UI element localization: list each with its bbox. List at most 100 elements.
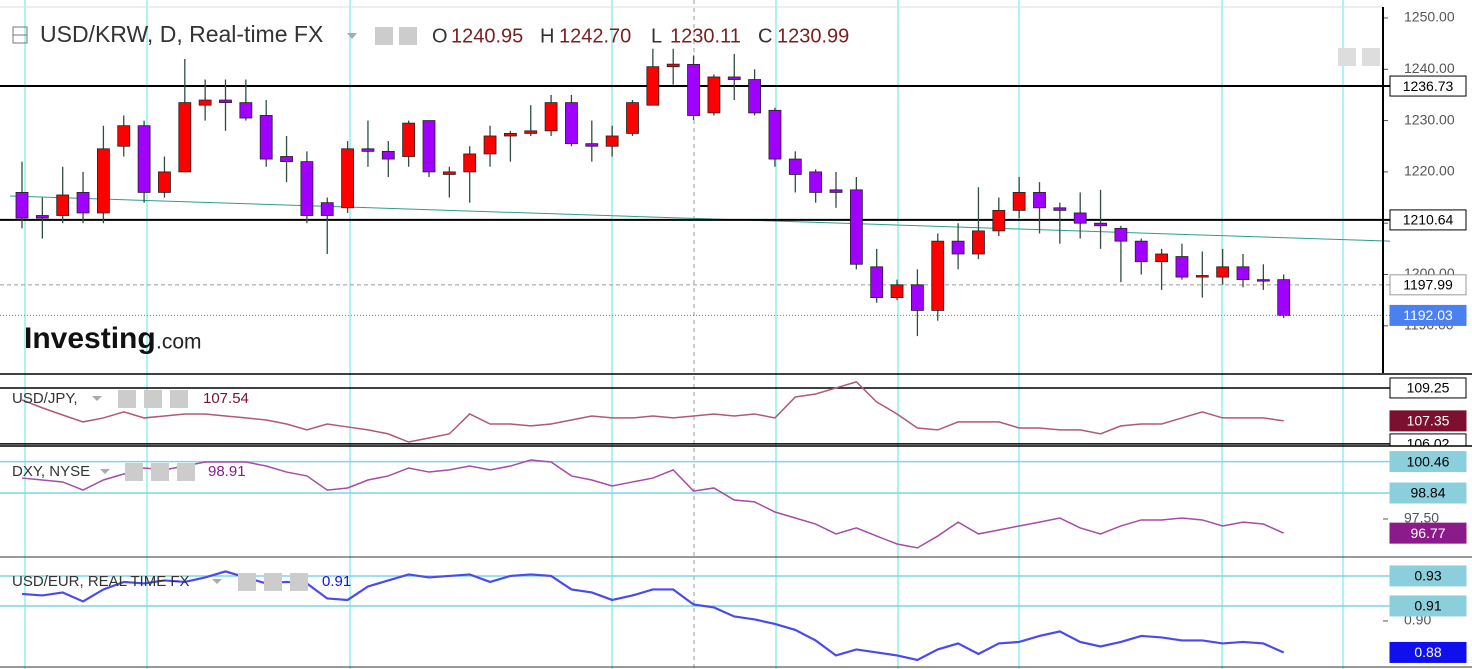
scroll-icon[interactable] <box>1362 48 1380 66</box>
candle-body <box>76 192 90 214</box>
candle-body <box>931 240 945 311</box>
y-tick-label: 1250.00 <box>1404 9 1455 25</box>
price-box <box>1389 304 1467 326</box>
y-tick-label: 97.50 <box>1404 510 1439 526</box>
candle-body <box>972 230 985 255</box>
close-icon[interactable] <box>177 463 195 481</box>
candle-body <box>1033 192 1046 209</box>
candle-body <box>768 109 782 160</box>
candle-body <box>748 79 761 114</box>
candle-body <box>951 240 965 255</box>
candle-body <box>1236 266 1250 281</box>
price-box <box>1389 482 1467 504</box>
price-label: 1197.99 <box>1403 277 1453 293</box>
price-box <box>1389 377 1467 399</box>
panel-title: DXY, NYSE <box>12 463 90 480</box>
price-box <box>1389 274 1467 296</box>
candle-body <box>1094 222 1107 227</box>
y-tick-label: 1240.00 <box>1404 60 1455 76</box>
dropdown-icon[interactable] <box>347 33 357 39</box>
candle-body <box>219 99 232 104</box>
price-label: 0.88 <box>1414 644 1441 660</box>
candle-body <box>849 189 863 265</box>
panel: 1190.001200.001210.001220.001230.001240.… <box>0 9 1467 337</box>
candle-body <box>1277 279 1291 316</box>
candle-body <box>1134 240 1148 263</box>
candle-body <box>605 135 619 147</box>
candle-body <box>178 102 192 173</box>
candle-body <box>503 133 517 137</box>
panel-value: 0.91 <box>322 573 351 590</box>
candle-body <box>829 189 843 193</box>
candle-body <box>239 102 253 119</box>
candle-body <box>15 192 29 219</box>
vertical-grid <box>0 0 1383 669</box>
candle-body <box>198 99 212 106</box>
candle-body <box>259 115 273 160</box>
settings-icon[interactable] <box>144 390 162 408</box>
candle-body <box>524 130 538 134</box>
candle-body <box>1216 266 1230 278</box>
candle-body <box>1073 212 1087 224</box>
ohlc-name: O <box>432 25 448 47</box>
candle-body <box>646 66 660 106</box>
eye-icon[interactable] <box>125 463 143 481</box>
panel-title: USD/JPY, <box>12 390 78 407</box>
candle-body <box>158 171 171 193</box>
panel-value: 98.91 <box>208 463 246 480</box>
panels: 1190.001200.001210.001220.001230.001240.… <box>0 9 1467 663</box>
candle-body <box>280 156 293 163</box>
candle-body <box>463 153 477 173</box>
y-tick-label: 1230.00 <box>1404 111 1455 127</box>
series-line <box>21 459 1285 549</box>
ohlc-name: C <box>758 25 772 47</box>
candle-body <box>97 148 110 214</box>
price-label: 107.35 <box>1407 413 1450 429</box>
scroll-icon[interactable] <box>1338 48 1356 66</box>
dropdown-icon[interactable] <box>100 469 110 474</box>
eye-icon[interactable] <box>238 573 256 591</box>
eye-icon[interactable] <box>375 27 393 45</box>
close-icon[interactable] <box>170 390 188 408</box>
candle-body <box>137 125 151 193</box>
dropdown-icon[interactable] <box>212 579 222 584</box>
candle-body <box>890 284 904 298</box>
candle-body <box>544 102 558 132</box>
settings-icon[interactable] <box>264 573 282 591</box>
panel: 0.900.930.910.88 <box>0 565 1467 663</box>
candle-body <box>402 122 416 157</box>
ohlc-value: 1230.99 <box>777 25 849 47</box>
candle-body <box>809 171 823 193</box>
price-box <box>1389 522 1467 544</box>
settings-icon[interactable] <box>399 27 417 45</box>
eye-icon[interactable] <box>118 390 136 408</box>
candle-body <box>442 171 456 175</box>
dropdown-icon[interactable] <box>92 396 102 401</box>
candle-body <box>687 63 700 116</box>
candle-body <box>483 135 497 155</box>
price-label: 106.02 <box>1407 436 1450 452</box>
ohlc-value: 1242.70 <box>559 25 631 47</box>
price-label: 0.91 <box>1414 598 1441 614</box>
price-label: 1192.03 <box>1403 307 1453 323</box>
price-box <box>1389 641 1467 663</box>
price-box <box>1389 75 1467 97</box>
price-box <box>1389 565 1467 587</box>
settings-icon[interactable] <box>151 463 169 481</box>
candle-body <box>35 215 49 219</box>
price-label: 1236.73 <box>1403 78 1454 94</box>
candle-body <box>361 148 375 152</box>
candle-body <box>585 143 599 147</box>
price-box <box>1389 209 1467 231</box>
candle-body <box>117 125 131 147</box>
price-label: 96.77 <box>1410 525 1445 541</box>
panel-frame <box>0 7 1472 668</box>
candle-body <box>870 266 884 298</box>
panel: 97.50 100.46 98.84 96.77 <box>0 451 1467 549</box>
candle-body <box>320 202 334 216</box>
series-line <box>21 570 1285 662</box>
close-icon[interactable] <box>290 573 308 591</box>
logo: Investing <box>24 322 156 355</box>
panel: 109.25 106.02 107.35 <box>0 377 1467 452</box>
candle-body <box>626 102 639 134</box>
